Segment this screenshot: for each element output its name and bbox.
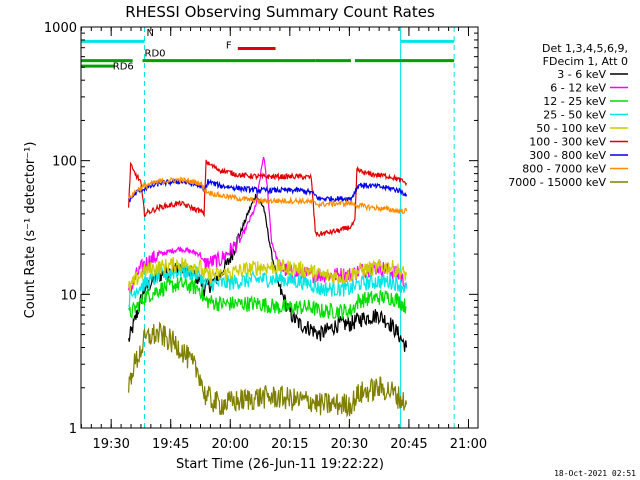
series-line-7 <box>128 176 408 215</box>
series-line-1 <box>128 156 408 294</box>
plot-area: N F RD0 RD6 19:30 19:45 20:00 20:15 20:30 20:45 2… <box>44 21 487 452</box>
y-tick-label: 10 <box>60 288 77 303</box>
x-axis-label: Start Time (26-Jun-11 19:22:22) <box>176 457 384 472</box>
series-line-2 <box>128 275 407 319</box>
flag-label: RD6 <box>113 62 134 73</box>
x-axis: 19:30 19:45 20:00 20:15 20:30 20:45 21:00 <box>80 27 487 452</box>
status-flags: N F RD0 RD6 <box>81 28 455 73</box>
flag-label: F <box>226 41 232 52</box>
x-tick-label: 20:45 <box>390 437 427 452</box>
plot-frame <box>80 26 479 429</box>
x-tick-label: 20:30 <box>331 437 368 452</box>
series-layer <box>128 156 408 418</box>
legend-header: FDecim 1, Att 0 <box>543 55 628 68</box>
series-line-8 <box>128 321 408 418</box>
legend-entry-label: 25 - 50 keV <box>543 109 606 122</box>
flag-label: RD0 <box>145 49 166 60</box>
legend-entry-label: 100 - 300 keV <box>529 136 606 149</box>
x-tick-label: 21:00 <box>450 437 487 452</box>
timestamp: 18-Oct-2021 02:51 <box>554 469 636 478</box>
legend-entry-label: 7000 - 15000 keV <box>508 176 606 189</box>
legend-entry-label: 800 - 7000 keV <box>522 163 606 176</box>
series-line-3 <box>128 263 408 308</box>
legend-entry-label: 12 - 25 keV <box>543 95 606 108</box>
legend-entry-label: 50 - 100 keV <box>536 122 606 135</box>
legend-header: Det 1,3,4,5,6,9, <box>542 42 628 55</box>
flag-label: N <box>147 28 154 39</box>
y-tick-label: 100 <box>52 155 77 170</box>
x-tick-label: 19:45 <box>152 437 189 452</box>
legend: Det 1,3,4,5,6,9,FDecim 1, Att 03 - 6 keV… <box>508 42 628 189</box>
series-line-4 <box>128 256 408 293</box>
y-axis-label: Count Rate (s⁻¹ detector⁻¹) <box>23 142 38 319</box>
legend-entry-label: 3 - 6 keV <box>557 68 606 81</box>
y-tick-label: 1000 <box>44 21 77 36</box>
legend-entry-label: 300 - 800 keV <box>529 149 606 162</box>
legend-entry-label: 6 - 12 keV <box>550 82 606 95</box>
x-tick-label: 20:00 <box>212 437 249 452</box>
x-tick-label: 20:15 <box>271 437 308 452</box>
x-tick-label: 19:30 <box>92 437 129 452</box>
chart-title: RHESSI Observing Summary Count Rates <box>125 3 435 21</box>
y-axis: 1 10 100 1000 <box>44 21 478 437</box>
series-line-5 <box>128 159 408 238</box>
y-tick-label: 1 <box>69 422 77 437</box>
